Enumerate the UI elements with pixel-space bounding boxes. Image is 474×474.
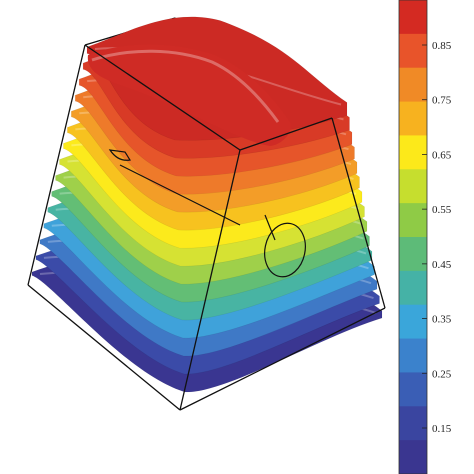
isosurface-layers — [31, 16, 383, 393]
colorbar-block — [399, 338, 427, 373]
contour-marks — [108, 149, 306, 278]
colorbar-block — [399, 270, 427, 306]
colorbar-block — [399, 0, 427, 35]
contour-line-2 — [264, 214, 276, 241]
contour-curve — [108, 149, 131, 161]
colorbar-blocks — [399, 0, 427, 474]
colorbar-tick-label: 0.65 — [432, 149, 452, 161]
colorbar-block — [399, 372, 427, 407]
isosurface-top-cap-highlight — [91, 49, 280, 123]
colorbar-block — [399, 237, 427, 272]
colorbar-block — [399, 440, 427, 474]
colorbar-tick-label: 0.55 — [432, 204, 452, 216]
colorbar-tick-label: 0.75 — [432, 95, 452, 107]
colorbar-tick-label: 0.45 — [432, 259, 452, 271]
colorbar-ticks: 0.85 0.75 0.65 0.55 0.45 0.35 0.25 0.15 — [422, 40, 452, 435]
colorbar-block — [399, 33, 427, 69]
contour-line — [119, 164, 241, 226]
colorbar-tick-label: 0.25 — [432, 368, 452, 380]
isosurface-top-cap — [87, 44, 291, 146]
contour-ellipse — [264, 222, 306, 278]
colorbar-block — [399, 67, 427, 103]
colorbar-tick-label: 0.85 — [432, 40, 452, 52]
colorbar-tick-label: 0.35 — [432, 314, 452, 326]
colorbar-block — [399, 169, 427, 204]
colorbar-block — [399, 135, 427, 170]
colorbar-block — [399, 406, 427, 441]
colorbar-block — [399, 304, 427, 340]
colorbar-block — [399, 203, 427, 238]
bounding-box-front — [27, 44, 386, 411]
colorbar-block — [399, 101, 427, 136]
colorbar-tick-label: 0.15 — [432, 423, 452, 435]
colorbar-border — [398, 0, 428, 474]
